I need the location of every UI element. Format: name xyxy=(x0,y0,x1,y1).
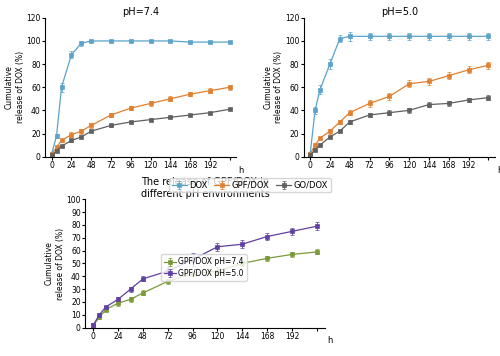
Title: The release of GPF/DOX in
different pH environments: The release of GPF/DOX in different pH e… xyxy=(140,177,270,199)
Title: pH=5.0: pH=5.0 xyxy=(380,7,418,17)
Y-axis label: Cumulative
release of DOX (%): Cumulative release of DOX (%) xyxy=(264,51,283,123)
Y-axis label: Cumulative
release of DOX (%): Cumulative release of DOX (%) xyxy=(5,51,25,123)
Text: h: h xyxy=(328,336,333,345)
Title: pH=7.4: pH=7.4 xyxy=(122,7,160,17)
Y-axis label: Cumulative
release of DOX (%): Cumulative release of DOX (%) xyxy=(45,227,65,299)
Text: h: h xyxy=(497,166,500,176)
Text: h: h xyxy=(238,166,244,176)
Legend: GPF/DOX pH=7.4, GPF/DOX pH=5.0: GPF/DOX pH=7.4, GPF/DOX pH=5.0 xyxy=(161,255,247,281)
Legend: DOX, GPF/DOX, GO/DOX: DOX, GPF/DOX, GO/DOX xyxy=(170,178,330,192)
